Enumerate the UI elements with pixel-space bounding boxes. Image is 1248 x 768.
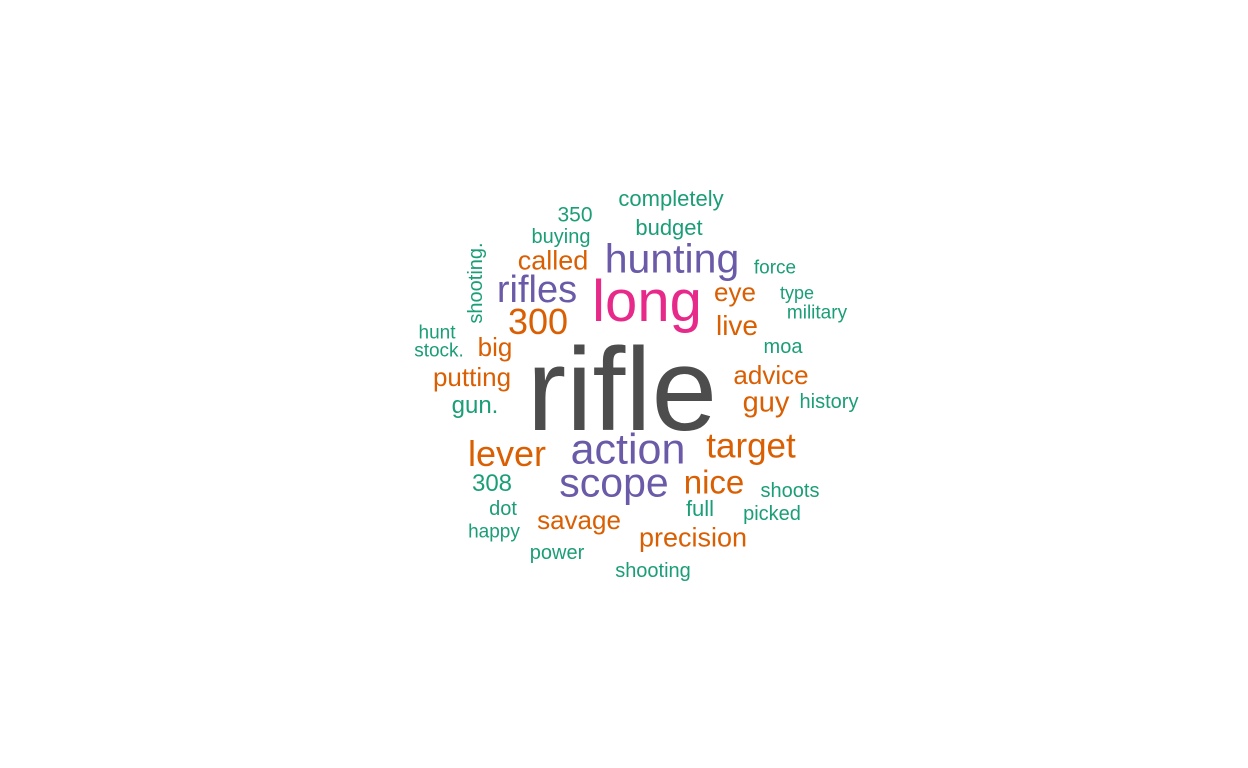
word-0: rifle	[526, 324, 718, 456]
word-30: gun.	[451, 392, 499, 419]
word-34: dot	[489, 498, 517, 520]
word-18: precision	[638, 522, 748, 553]
word-32: 308	[471, 470, 513, 497]
word-39: shooting	[615, 560, 691, 582]
word-8: eye	[714, 277, 756, 307]
word-7: called	[517, 245, 589, 276]
word-11: putting	[432, 362, 512, 392]
word-22: buying	[531, 226, 591, 248]
word-37: happy	[468, 521, 520, 543]
word-5: scope	[559, 459, 669, 506]
word-14: lever	[467, 433, 547, 474]
word-16: nice	[683, 463, 745, 501]
word-20: 350	[557, 203, 593, 227]
word-3: rifles	[496, 269, 578, 311]
word-10: big	[477, 332, 513, 362]
word-9: live	[715, 310, 759, 341]
word-31: history	[799, 391, 859, 413]
word-12: advice	[733, 360, 809, 390]
word-4: action	[570, 425, 686, 474]
word-24: force	[753, 257, 797, 279]
word-13: guy	[742, 386, 790, 419]
word-27: hunt	[418, 322, 456, 344]
word-17: savage	[537, 505, 621, 535]
word-28: stock.	[414, 340, 464, 362]
word-26: military	[786, 302, 848, 324]
word-36: picked	[743, 503, 801, 525]
word-29: moa	[763, 336, 803, 358]
word-19: completely	[618, 186, 724, 211]
word-2: hunting	[604, 235, 740, 282]
word-38: power	[529, 542, 585, 564]
word-15: target	[706, 426, 796, 466]
word-1: long	[592, 269, 702, 334]
word-6: 300	[507, 301, 569, 342]
word-23: shooting.	[465, 242, 487, 324]
word-35: full	[685, 496, 715, 521]
word-33: shoots	[760, 480, 820, 502]
word-21: budget	[635, 215, 703, 240]
word-25: type	[779, 283, 815, 303]
